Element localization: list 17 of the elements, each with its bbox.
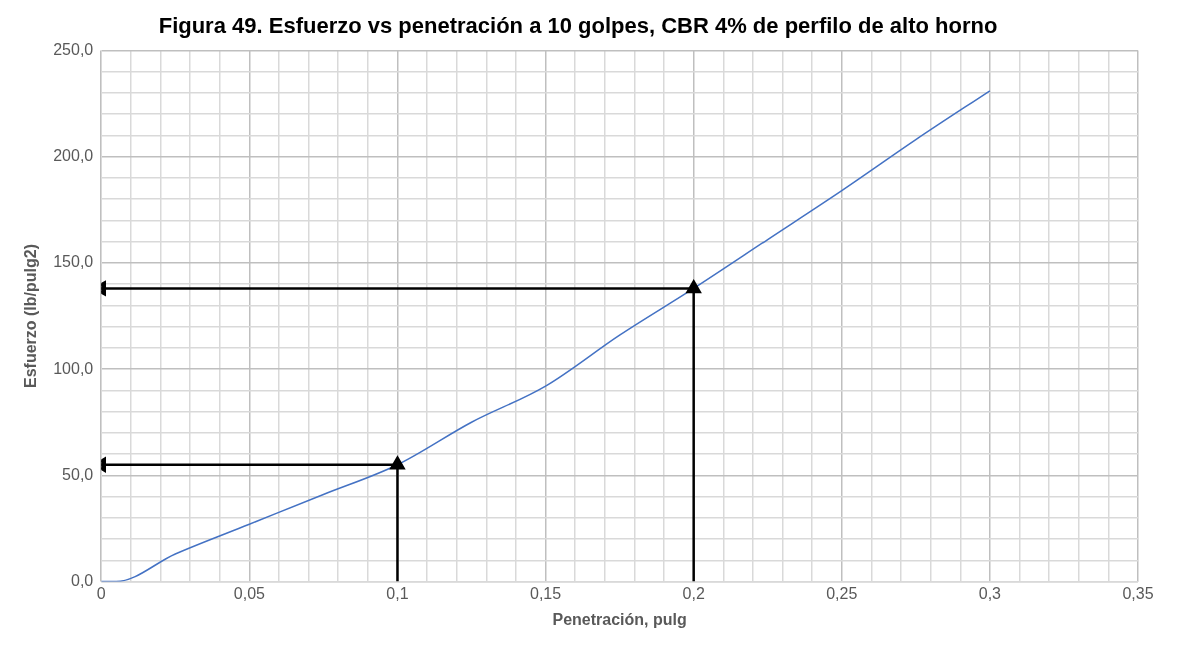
x-tick-label: 0,25 (826, 584, 858, 602)
x-tick-label: 0,05 (233, 584, 266, 602)
chart-title: Figura 49. Esfuerzo vs penetración a 10 golpes, CBR 4% de perfilo de alto horno (158, 13, 998, 39)
y-tick-label: 50,0 (62, 465, 94, 483)
x-tick-label: 0 (96, 584, 106, 602)
y-tick-label: 100,0 (53, 359, 94, 377)
x-tick-label: 0,15 (529, 584, 562, 602)
y-tick-label: 0,0 (70, 572, 94, 590)
y-tick-label: 200,0 (53, 147, 94, 165)
x-tick-label: 0,35 (1122, 584, 1154, 602)
y-tick-label: 250,0 (53, 40, 94, 58)
x-axis-title: Penetración, pulg (552, 610, 687, 628)
x-tick-label: 0,1 (386, 584, 409, 602)
y-tick-label: 150,0 (53, 253, 94, 271)
x-tick-label: 0,3 (978, 584, 1002, 602)
y-axis-title: Esfuerzo (lb/pulg2) (22, 244, 40, 388)
x-tick-label: 0,2 (682, 584, 705, 602)
